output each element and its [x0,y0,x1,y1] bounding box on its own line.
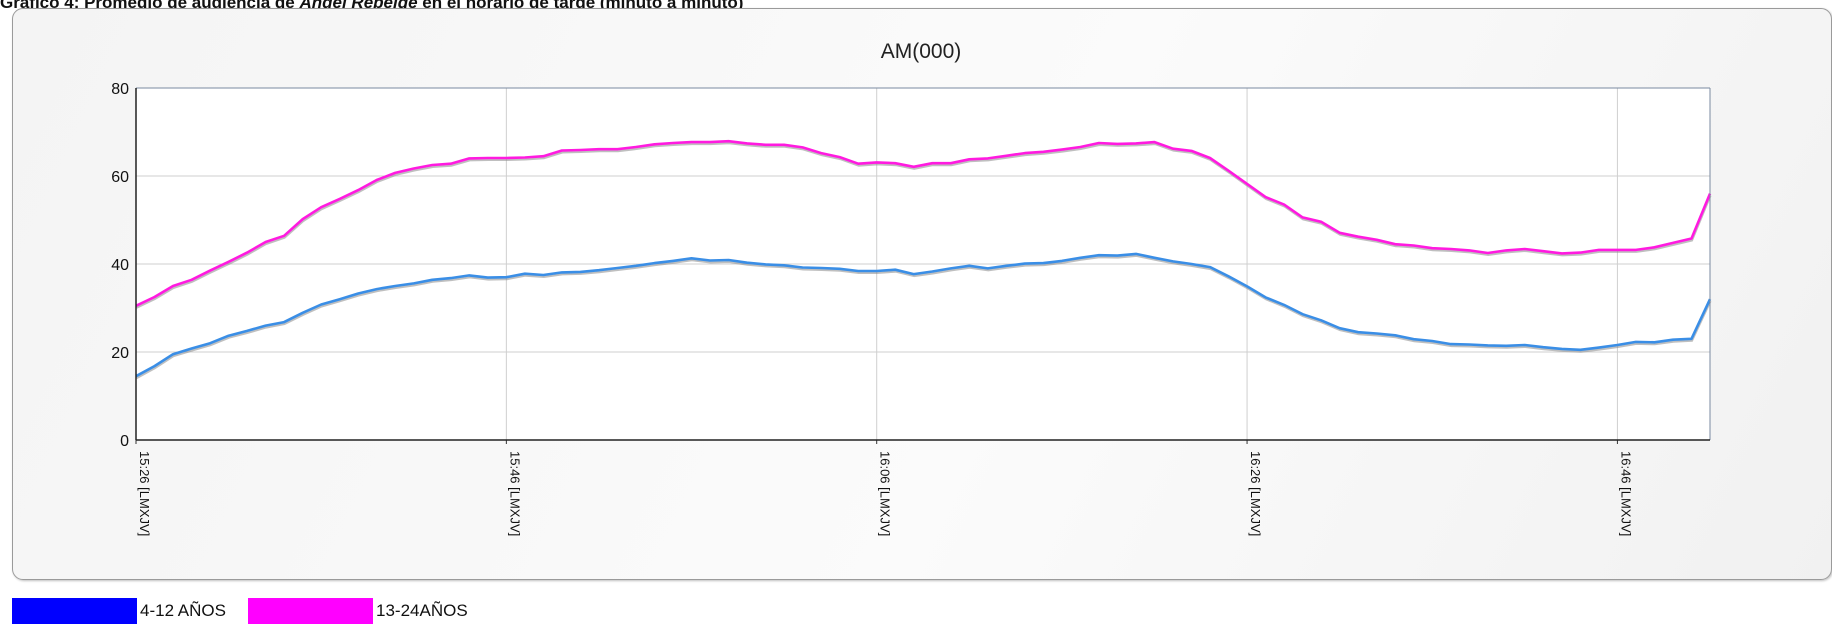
line-chart: AM(000) 0 20 40 60 80 15:26 [LMXJV] 15:46 [LMX… [111,40,1712,536]
legend-swatch [248,598,373,624]
x-tick-label: 16:26 [LMXJV] [1248,451,1263,536]
chart-legend: 4-12 AÑOS 13-24AÑOS [12,598,490,624]
series-line [135,139,1712,307]
x-tick-label: 16:06 [LMXJV] [878,451,893,536]
x-tick-label: 15:26 [LMXJV] [137,451,152,536]
x-tick-label: 15:46 [LMXJV] [507,451,522,536]
chart-panel: AM(000) 0 20 40 60 80 15:26 [LMXJV] 15:46 [LMX… [12,8,1832,580]
legend-label: 4-12 AÑOS [140,601,226,620]
series-line [135,252,1712,378]
x-tick-label: 16:46 [LMXJV] [1618,451,1633,536]
y-tick-label: 20 [111,345,129,362]
legend-item-series-1: 4-12 AÑOS [12,598,226,624]
y-tick-label: 60 [111,169,129,186]
y-tick-label: 0 [120,433,129,450]
chart-title: AM(000) [881,40,962,63]
legend-item-series-2: 13-24AÑOS [248,598,468,624]
series-line-shadow [136,254,1712,380]
legend-label: 13-24AÑOS [376,601,468,620]
y-tick-label: 40 [111,257,129,274]
legend-swatch [12,598,137,624]
series-line-shadow [136,142,1712,309]
y-tick-label: 80 [111,81,129,98]
